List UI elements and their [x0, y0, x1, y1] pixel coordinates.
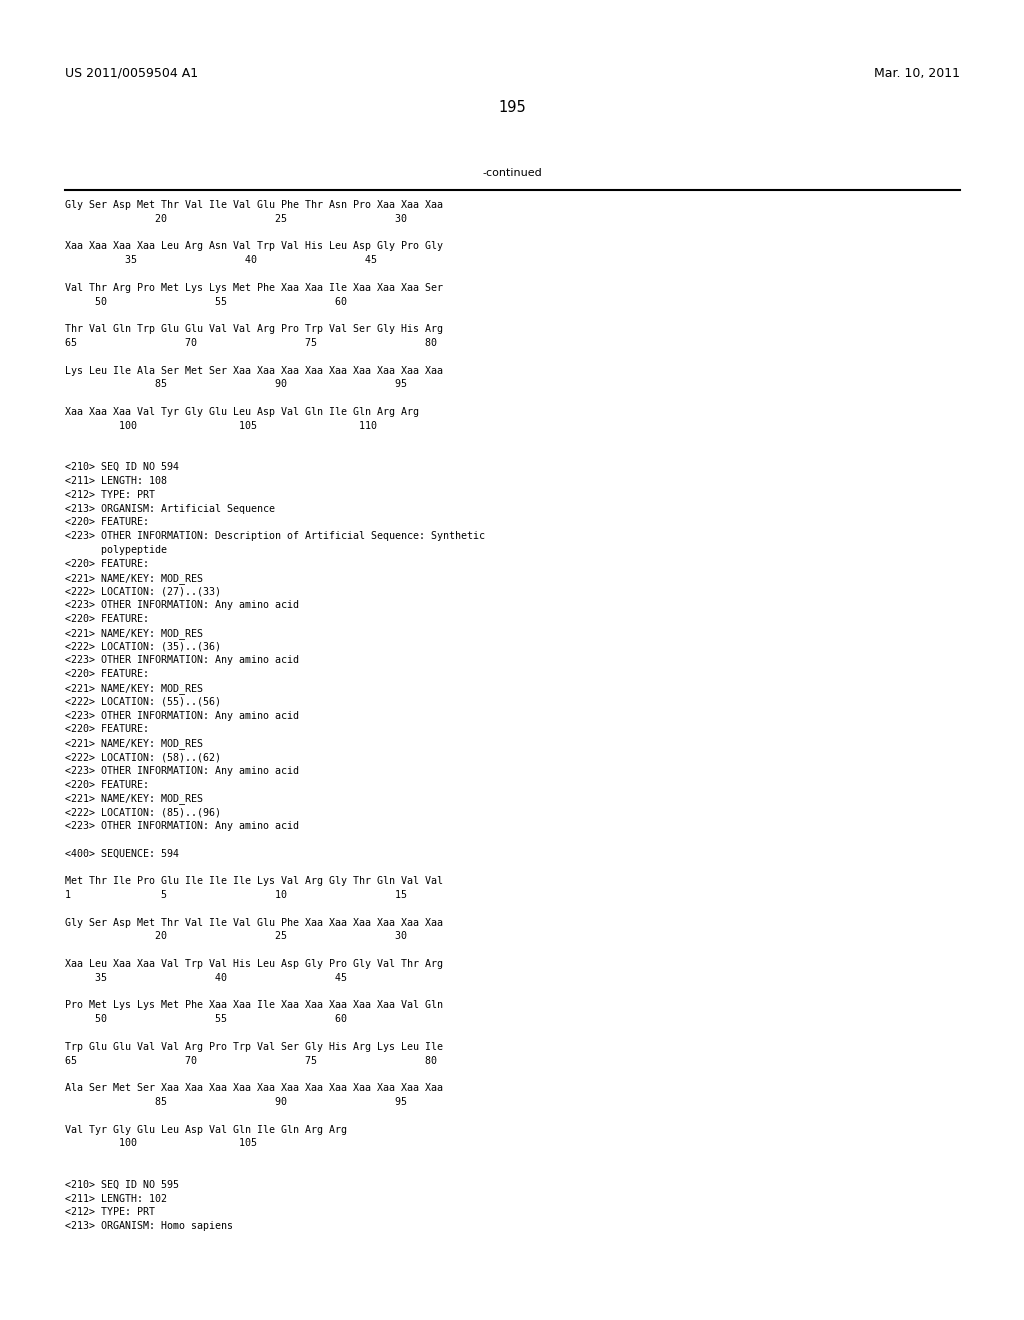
Text: 100                 105: 100 105	[65, 1138, 257, 1148]
Text: Val Thr Arg Pro Met Lys Lys Met Phe Xaa Xaa Ile Xaa Xaa Xaa Ser: Val Thr Arg Pro Met Lys Lys Met Phe Xaa …	[65, 282, 443, 293]
Text: <220> FEATURE:: <220> FEATURE:	[65, 558, 150, 569]
Text: Xaa Xaa Xaa Val Tyr Gly Glu Leu Asp Val Gln Ile Gln Arg Arg: Xaa Xaa Xaa Val Tyr Gly Glu Leu Asp Val …	[65, 407, 419, 417]
Text: <221> NAME/KEY: MOD_RES: <221> NAME/KEY: MOD_RES	[65, 573, 203, 583]
Text: <220> FEATURE:: <220> FEATURE:	[65, 669, 150, 680]
Text: <223> OTHER INFORMATION: Any amino acid: <223> OTHER INFORMATION: Any amino acid	[65, 821, 299, 832]
Text: 65                  70                  75                  80: 65 70 75 80	[65, 1056, 437, 1065]
Text: <222> LOCATION: (55)..(56): <222> LOCATION: (55)..(56)	[65, 697, 221, 706]
Text: <223> OTHER INFORMATION: Any amino acid: <223> OTHER INFORMATION: Any amino acid	[65, 656, 299, 665]
Text: Val Tyr Gly Glu Leu Asp Val Gln Ile Gln Arg Arg: Val Tyr Gly Glu Leu Asp Val Gln Ile Gln …	[65, 1125, 347, 1135]
Text: <220> FEATURE:: <220> FEATURE:	[65, 725, 150, 734]
Text: <222> LOCATION: (35)..(36): <222> LOCATION: (35)..(36)	[65, 642, 221, 652]
Text: <213> ORGANISM: Artificial Sequence: <213> ORGANISM: Artificial Sequence	[65, 504, 275, 513]
Text: <221> NAME/KEY: MOD_RES: <221> NAME/KEY: MOD_RES	[65, 628, 203, 639]
Text: 50                  55                  60: 50 55 60	[65, 297, 347, 306]
Text: 85                  90                  95: 85 90 95	[65, 1097, 407, 1107]
Text: <220> FEATURE:: <220> FEATURE:	[65, 517, 150, 528]
Text: 195: 195	[498, 100, 526, 115]
Text: 50                  55                  60: 50 55 60	[65, 1014, 347, 1024]
Text: <221> NAME/KEY: MOD_RES: <221> NAME/KEY: MOD_RES	[65, 793, 203, 804]
Text: Gly Ser Asp Met Thr Val Ile Val Glu Phe Xaa Xaa Xaa Xaa Xaa Xaa: Gly Ser Asp Met Thr Val Ile Val Glu Phe …	[65, 917, 443, 928]
Text: Trp Glu Glu Val Val Arg Pro Trp Val Ser Gly His Arg Lys Leu Ile: Trp Glu Glu Val Val Arg Pro Trp Val Ser …	[65, 1041, 443, 1052]
Text: Met Thr Ile Pro Glu Ile Ile Ile Lys Val Arg Gly Thr Gln Val Val: Met Thr Ile Pro Glu Ile Ile Ile Lys Val …	[65, 876, 443, 886]
Text: 85                  90                  95: 85 90 95	[65, 379, 407, 389]
Text: Pro Met Lys Lys Met Phe Xaa Xaa Ile Xaa Xaa Xaa Xaa Xaa Val Gln: Pro Met Lys Lys Met Phe Xaa Xaa Ile Xaa …	[65, 1001, 443, 1010]
Text: Thr Val Gln Trp Glu Glu Val Val Arg Pro Trp Val Ser Gly His Arg: Thr Val Gln Trp Glu Glu Val Val Arg Pro …	[65, 325, 443, 334]
Text: <211> LENGTH: 102: <211> LENGTH: 102	[65, 1193, 167, 1204]
Text: <210> SEQ ID NO 595: <210> SEQ ID NO 595	[65, 1180, 179, 1189]
Text: <213> ORGANISM: Homo sapiens: <213> ORGANISM: Homo sapiens	[65, 1221, 233, 1232]
Text: 100                 105                 110: 100 105 110	[65, 421, 377, 430]
Text: Ala Ser Met Ser Xaa Xaa Xaa Xaa Xaa Xaa Xaa Xaa Xaa Xaa Xaa Xaa: Ala Ser Met Ser Xaa Xaa Xaa Xaa Xaa Xaa …	[65, 1084, 443, 1093]
Text: Lys Leu Ile Ala Ser Met Ser Xaa Xaa Xaa Xaa Xaa Xaa Xaa Xaa Xaa: Lys Leu Ile Ala Ser Met Ser Xaa Xaa Xaa …	[65, 366, 443, 376]
Text: <220> FEATURE:: <220> FEATURE:	[65, 780, 150, 789]
Text: 20                  25                  30: 20 25 30	[65, 932, 407, 941]
Text: <222> LOCATION: (85)..(96): <222> LOCATION: (85)..(96)	[65, 808, 221, 817]
Text: Mar. 10, 2011: Mar. 10, 2011	[874, 67, 961, 81]
Text: <223> OTHER INFORMATION: Any amino acid: <223> OTHER INFORMATION: Any amino acid	[65, 601, 299, 610]
Text: Gly Ser Asp Met Thr Val Ile Val Glu Phe Thr Asn Pro Xaa Xaa Xaa: Gly Ser Asp Met Thr Val Ile Val Glu Phe …	[65, 201, 443, 210]
Text: 35                  40                  45: 35 40 45	[65, 255, 377, 265]
Text: US 2011/0059504 A1: US 2011/0059504 A1	[65, 67, 198, 81]
Text: <221> NAME/KEY: MOD_RES: <221> NAME/KEY: MOD_RES	[65, 682, 203, 694]
Text: Xaa Leu Xaa Xaa Val Trp Val His Leu Asp Gly Pro Gly Val Thr Arg: Xaa Leu Xaa Xaa Val Trp Val His Leu Asp …	[65, 960, 443, 969]
Text: 65                  70                  75                  80: 65 70 75 80	[65, 338, 437, 348]
Text: <222> LOCATION: (27)..(33): <222> LOCATION: (27)..(33)	[65, 586, 221, 597]
Text: 35                  40                  45: 35 40 45	[65, 973, 347, 983]
Text: 20                  25                  30: 20 25 30	[65, 214, 407, 224]
Text: <211> LENGTH: 108: <211> LENGTH: 108	[65, 477, 167, 486]
Text: <400> SEQUENCE: 594: <400> SEQUENCE: 594	[65, 849, 179, 858]
Text: -continued: -continued	[482, 168, 542, 178]
Text: <222> LOCATION: (58)..(62): <222> LOCATION: (58)..(62)	[65, 752, 221, 762]
Text: <212> TYPE: PRT: <212> TYPE: PRT	[65, 490, 155, 500]
Text: polypeptide: polypeptide	[65, 545, 167, 554]
Text: <212> TYPE: PRT: <212> TYPE: PRT	[65, 1208, 155, 1217]
Text: <220> FEATURE:: <220> FEATURE:	[65, 614, 150, 624]
Text: <223> OTHER INFORMATION: Any amino acid: <223> OTHER INFORMATION: Any amino acid	[65, 766, 299, 776]
Text: <223> OTHER INFORMATION: Description of Artificial Sequence: Synthetic: <223> OTHER INFORMATION: Description of …	[65, 531, 485, 541]
Text: <223> OTHER INFORMATION: Any amino acid: <223> OTHER INFORMATION: Any amino acid	[65, 710, 299, 721]
Text: <210> SEQ ID NO 594: <210> SEQ ID NO 594	[65, 462, 179, 473]
Text: Xaa Xaa Xaa Xaa Leu Arg Asn Val Trp Val His Leu Asp Gly Pro Gly: Xaa Xaa Xaa Xaa Leu Arg Asn Val Trp Val …	[65, 242, 443, 251]
Text: <221> NAME/KEY: MOD_RES: <221> NAME/KEY: MOD_RES	[65, 738, 203, 750]
Text: 1               5                  10                  15: 1 5 10 15	[65, 890, 407, 900]
